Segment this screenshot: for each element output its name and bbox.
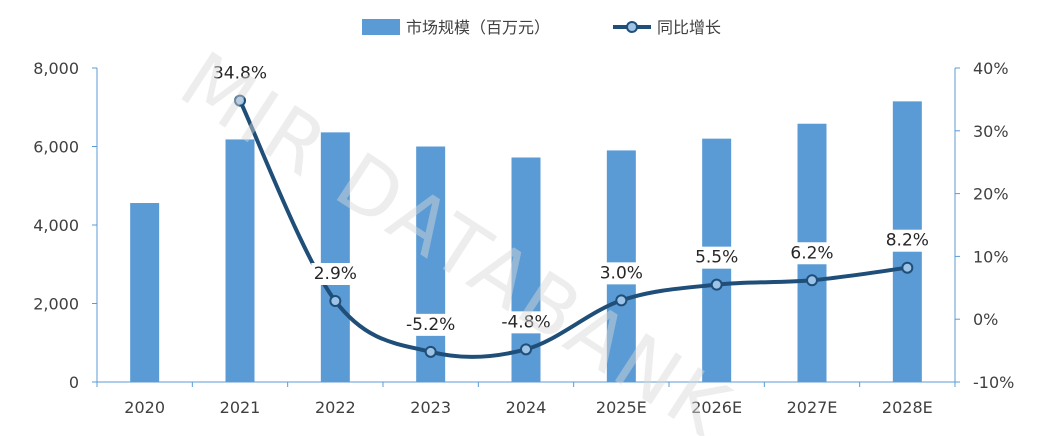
left-tick-label: 4,000 <box>33 216 79 235</box>
data-label-2027E: 6.2% <box>790 243 833 263</box>
data-label-bg <box>497 311 555 334</box>
left-tick-label: 6,000 <box>33 138 79 157</box>
x-axis: 2020 2021 2022 2023 2024 2025E 2026E 2027E 2028E <box>96 381 956 417</box>
data-label-2026E: 5.5% <box>695 248 738 268</box>
bar-2022 <box>320 132 350 382</box>
data-label-2028E: 8.2% <box>886 231 929 251</box>
growth-marker-2022 <box>329 294 342 307</box>
growth-marker-2024 <box>520 343 532 356</box>
growth-marker-2021 <box>234 94 246 107</box>
growth-line-series: 34.8% 2.9% -5.2% -4.8% 3.0% 5.5% 6.2% 8.2% <box>211 62 932 359</box>
data-label-bg <box>692 246 741 269</box>
x-tick-label: 2025E <box>596 398 647 417</box>
bar-2023 <box>416 146 446 382</box>
data-label-bg <box>788 242 836 265</box>
right-tick-label: 0% <box>973 310 998 329</box>
data-label-bg <box>311 262 360 285</box>
bar-2020 <box>130 203 160 382</box>
left-tick-label: 2,000 <box>33 295 79 314</box>
left-tick-label: 0 <box>69 373 79 392</box>
left-tick-label: 8,000 <box>33 59 79 78</box>
growth-marker-2028E <box>901 261 914 274</box>
x-tick-label: 2027E <box>787 398 838 417</box>
legend-marker-growth <box>626 21 638 33</box>
legend-label-growth: 同比增长 <box>657 18 721 37</box>
legend-swatch-market-size <box>362 19 400 35</box>
growth-marker-2023 <box>424 345 437 358</box>
data-label-2023: -5.2% <box>406 315 455 335</box>
right-tick-label: 30% <box>973 122 1009 141</box>
x-tick-label: 2028E <box>882 398 933 417</box>
data-label-bg <box>883 229 932 252</box>
data-label-bg <box>211 62 269 85</box>
legend-label-market-size: 市场规模（百万元） <box>406 18 550 37</box>
x-tick-label: 2022 <box>315 398 356 417</box>
growth-marker-2026E <box>710 278 723 291</box>
data-label-2024: -4.8% <box>501 312 550 332</box>
right-y-axis: -10% 0% 10% 20% 30% 40% <box>954 59 1014 392</box>
growth-marker-2027E <box>806 274 818 287</box>
data-label-2021: 34.8% <box>213 64 267 84</box>
right-tick-label: -10% <box>973 373 1014 392</box>
data-label-bg <box>401 313 460 336</box>
x-tick-label: 2021 <box>220 398 261 417</box>
right-tick-label: 20% <box>973 185 1009 204</box>
chart-legend: 市场规模（百万元） 同比增长 <box>362 18 721 37</box>
right-tick-label: 40% <box>973 59 1009 78</box>
x-tick-label: 2026E <box>691 398 742 417</box>
x-tick-label: 2020 <box>124 398 165 417</box>
x-tick-label: 2024 <box>506 398 547 417</box>
data-label-bg <box>597 262 646 285</box>
growth-marker-2025E <box>615 294 628 307</box>
x-tick-label: 2023 <box>410 398 451 417</box>
data-label-2022: 2.9% <box>314 264 357 284</box>
right-tick-label: 10% <box>973 247 1009 266</box>
bar-2021 <box>225 139 255 382</box>
left-y-axis: 0 2,000 4,000 6,000 8,000 <box>33 59 98 392</box>
growth-line <box>238 99 908 359</box>
data-label-2025E: 3.0% <box>600 263 643 283</box>
